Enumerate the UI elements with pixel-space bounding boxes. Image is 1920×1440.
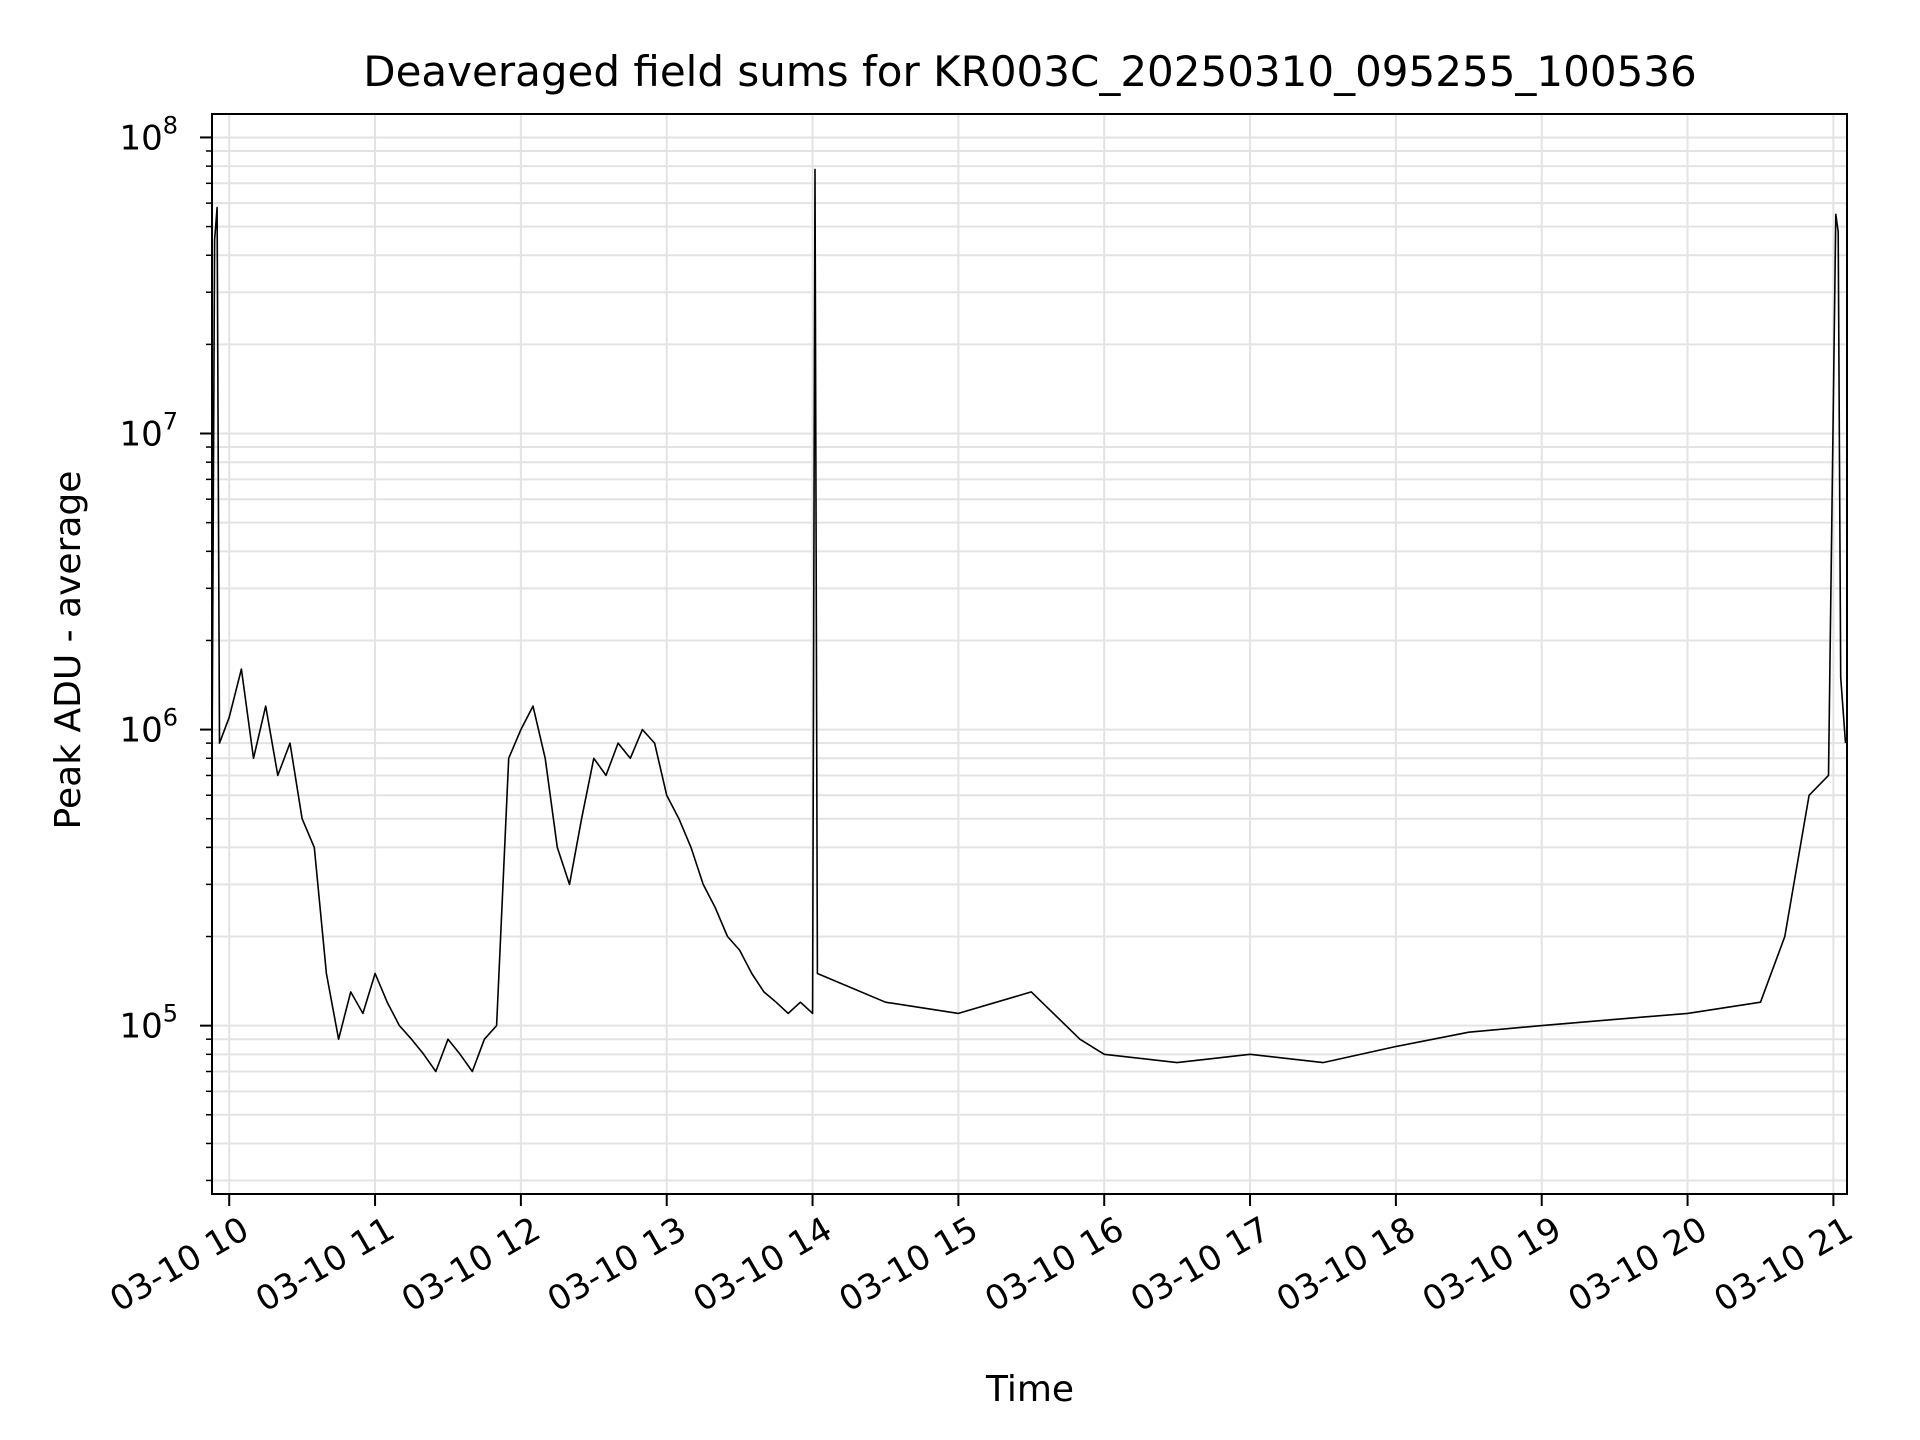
y-axis-label: Peak ADU - average: [48, 471, 89, 830]
y-tick-base: 10: [119, 1007, 162, 1047]
y-tick-label: 106: [119, 704, 178, 751]
y-tick-exponent: 8: [163, 111, 178, 139]
y-tick-label: 105: [119, 1000, 178, 1047]
y-tick-exponent: 7: [163, 408, 178, 436]
plot-frame: [211, 113, 1848, 1195]
y-tick-base: 10: [119, 118, 162, 158]
chart-title: Deaveraged field sums for KR003C_2025031…: [363, 47, 1697, 96]
y-tick-label: 107: [119, 408, 178, 455]
y-tick-exponent: 5: [163, 1000, 178, 1028]
x-axis-label: Time: [985, 1369, 1074, 1410]
y-tick-base: 10: [119, 711, 162, 751]
y-tick-exponent: 6: [163, 704, 178, 732]
y-tick-label: 108: [119, 111, 178, 158]
y-tick-base: 10: [119, 415, 162, 455]
series-layer: [211, 168, 1847, 1073]
series-line: [211, 168, 1847, 1073]
